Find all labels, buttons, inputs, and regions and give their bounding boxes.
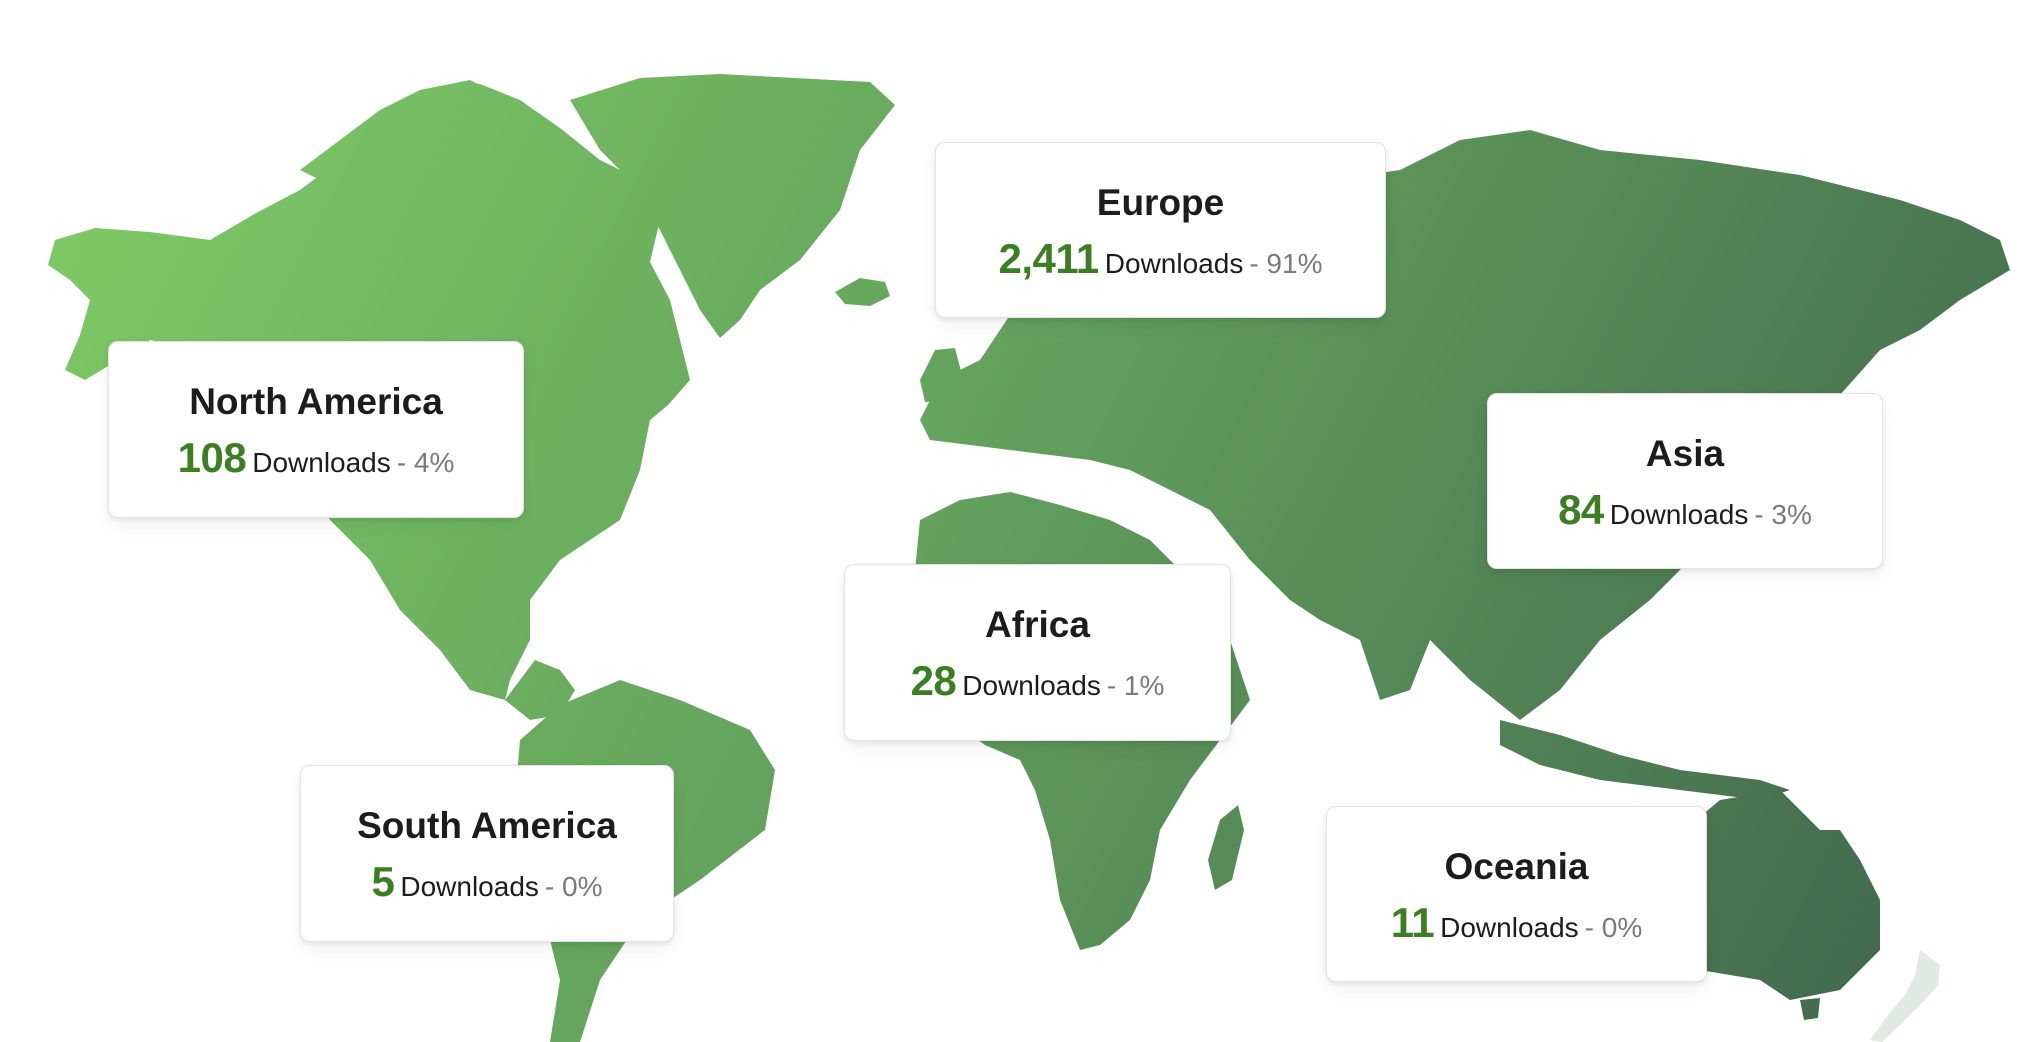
- region-card-europe: Europe 2,411 Downloads - 91%: [935, 142, 1386, 318]
- region-card-africa: Africa 28 Downloads - 1%: [844, 564, 1231, 741]
- region-name: Oceania: [1444, 846, 1589, 887]
- region-name: South America: [357, 805, 617, 846]
- region-stat: 84 Downloads - 3%: [1488, 488, 1882, 542]
- download-percent: - 0%: [1584, 912, 1643, 943]
- downloads-label: Downloads: [252, 447, 391, 478]
- downloads-label: Downloads: [1440, 912, 1579, 943]
- region-name: North America: [189, 381, 443, 422]
- download-percent: - 0%: [544, 871, 603, 902]
- download-count: 11: [1390, 899, 1435, 946]
- continent-iceland: [835, 278, 890, 306]
- continent-arctic-islands: [300, 80, 500, 185]
- download-count: 2,411: [998, 235, 1100, 282]
- download-count: 84: [1558, 486, 1604, 533]
- download-count: 28: [910, 657, 957, 704]
- region-stat: 2,411 Downloads - 91%: [936, 237, 1385, 291]
- continent-new-zealand: [1870, 950, 1940, 1042]
- continent-central-america: [505, 660, 575, 720]
- continent-australia: [1660, 790, 1880, 1000]
- continent-british-isles: [920, 348, 962, 402]
- continent-greenland: [570, 74, 895, 338]
- region-card-asia: Asia 84 Downloads - 3%: [1487, 393, 1883, 569]
- region-name: Africa: [985, 604, 1090, 645]
- download-percent: - 91%: [1249, 248, 1323, 279]
- downloads-label: Downloads: [400, 871, 539, 902]
- downloads-label: Downloads: [962, 670, 1101, 701]
- download-count: 108: [177, 434, 247, 481]
- region-name: Asia: [1645, 433, 1725, 474]
- region-card-oceania: Oceania 11 Downloads - 0%: [1326, 806, 1707, 982]
- region-name: Europe: [1096, 182, 1225, 223]
- region-card-south-america: South America 5 Downloads - 0%: [300, 765, 674, 942]
- continent-indonesia: [1500, 720, 1790, 800]
- region-stat: 28 Downloads - 1%: [845, 659, 1230, 713]
- region-stat: 11 Downloads - 0%: [1327, 901, 1706, 955]
- download-count: 5: [371, 858, 395, 905]
- download-percent: - 1%: [1106, 670, 1165, 701]
- region-stat: 5 Downloads - 0%: [301, 860, 673, 914]
- continent-tasmania: [1800, 998, 1820, 1020]
- continent-madagascar: [1208, 805, 1244, 890]
- region-stat: 108 Downloads - 4%: [109, 436, 523, 490]
- download-percent: - 3%: [1754, 499, 1812, 530]
- downloads-label: Downloads: [1609, 499, 1749, 530]
- region-card-north-america: North America 108 Downloads - 4%: [108, 341, 524, 518]
- download-percent: - 4%: [396, 447, 455, 478]
- downloads-label: Downloads: [1104, 248, 1244, 279]
